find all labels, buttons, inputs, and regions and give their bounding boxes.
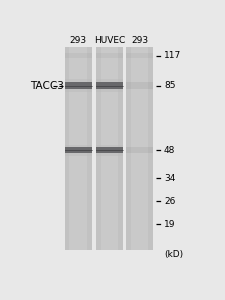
Text: HUVEC: HUVEC: [94, 36, 125, 45]
Bar: [101, 47, 118, 250]
Text: 26: 26: [163, 197, 175, 206]
Bar: [64, 148, 91, 153]
Bar: [96, 53, 123, 58]
Bar: [64, 53, 91, 58]
Text: (kD): (kD): [163, 250, 182, 259]
Bar: [64, 79, 91, 92]
Text: 34: 34: [163, 174, 175, 183]
Bar: [125, 47, 152, 250]
Bar: [96, 148, 123, 153]
Bar: [130, 47, 148, 250]
Bar: [64, 47, 91, 250]
Bar: [69, 47, 86, 250]
Bar: [96, 79, 123, 92]
Text: TACC3: TACC3: [30, 81, 64, 91]
Text: 293: 293: [69, 36, 86, 45]
Text: 19: 19: [163, 220, 175, 229]
Text: 85: 85: [163, 81, 175, 90]
Text: 117: 117: [163, 51, 180, 60]
Bar: [64, 145, 91, 156]
Bar: [64, 82, 91, 89]
Bar: [125, 148, 152, 153]
Bar: [125, 82, 152, 89]
Text: 48: 48: [163, 146, 175, 155]
Text: 293: 293: [130, 36, 147, 45]
Bar: [96, 47, 123, 250]
Bar: [125, 53, 152, 58]
Bar: [96, 82, 123, 89]
Bar: [96, 145, 123, 156]
